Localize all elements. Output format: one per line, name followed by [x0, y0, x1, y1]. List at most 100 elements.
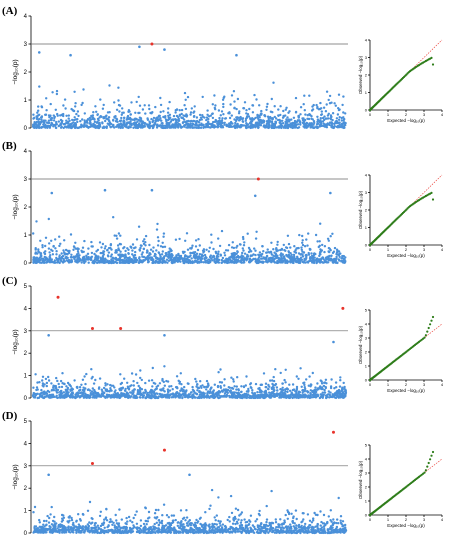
snp-point: [282, 114, 285, 118]
snp-point: [251, 389, 254, 392]
snp-point: [305, 378, 308, 381]
snp-point: [329, 386, 333, 390]
snp-point: [148, 126, 151, 129]
snp-point: [180, 108, 184, 112]
snp-point: [183, 261, 186, 264]
snp-point: [52, 388, 55, 391]
snp-point: [227, 125, 230, 128]
snp-point: [197, 255, 201, 258]
snp-point: [133, 246, 136, 250]
snp-point: [45, 384, 48, 388]
snp-point: [211, 259, 214, 262]
snp-point: [342, 95, 345, 98]
snp-point: [147, 254, 151, 257]
snp-point: [54, 108, 57, 112]
snp-point: [133, 394, 136, 397]
snp-point: [186, 95, 190, 99]
snp-point-suggestive: [69, 53, 72, 57]
snp-point: [288, 396, 292, 400]
snp-point: [171, 258, 175, 262]
snp-point: [108, 84, 111, 87]
snp-point: [181, 257, 184, 260]
snp-point: [308, 113, 311, 116]
snp-point: [162, 232, 166, 235]
snp-point: [75, 392, 78, 395]
snp-point: [96, 261, 99, 264]
y-tick-label: 0: [24, 261, 28, 267]
snp-point: [238, 243, 242, 246]
snp-point: [132, 126, 135, 129]
snp-point: [126, 381, 129, 384]
snp-point: [112, 396, 116, 399]
snp-point: [39, 239, 42, 242]
snp-point: [264, 382, 268, 385]
snp-point: [122, 121, 126, 125]
snp-point: [227, 386, 230, 389]
snp-point: [65, 119, 68, 122]
snp-point: [265, 120, 269, 123]
snp-point: [304, 261, 307, 264]
snp-point: [75, 259, 78, 262]
snp-point: [228, 111, 231, 114]
snp-point: [130, 101, 133, 104]
snp-points: [32, 430, 348, 535]
snp-point-suggestive: [138, 45, 141, 49]
snp-point: [80, 394, 83, 398]
snp-point: [325, 382, 328, 385]
snp-point: [140, 244, 143, 247]
snp-point: [334, 121, 338, 125]
snp-point: [303, 94, 306, 97]
qq-x-tick-label: 1: [387, 247, 390, 252]
qq-y-axis-label: Observed −log₁₀(p): [358, 55, 363, 94]
snp-point: [321, 257, 324, 260]
snp-point: [117, 248, 121, 252]
snp-point: [330, 121, 333, 124]
snp-point: [116, 392, 120, 395]
snp-point: [207, 396, 211, 399]
snp-point: [160, 122, 163, 125]
snp-point: [323, 381, 326, 384]
snp-point: [256, 113, 259, 117]
snp-point: [211, 123, 214, 126]
snp-point: [156, 384, 160, 387]
snp-point: [260, 254, 263, 258]
snp-point: [328, 254, 331, 258]
qq-x-tick-label: 0: [369, 247, 372, 252]
snp-point: [224, 249, 228, 252]
snp-point: [240, 385, 243, 388]
snp-point: [73, 379, 76, 382]
y-tick-label: 5: [24, 284, 28, 290]
snp-point: [50, 260, 54, 263]
snp-point: [303, 123, 306, 126]
snp-point: [184, 98, 187, 102]
snp-point: [238, 126, 242, 129]
snp-point: [83, 112, 87, 115]
snp-point: [148, 107, 151, 111]
snp-point: [212, 247, 215, 251]
snp-point: [320, 387, 323, 391]
snp-point: [95, 396, 98, 399]
snp-point: [299, 113, 302, 116]
snp-point: [228, 122, 231, 126]
snp-point: [214, 108, 217, 111]
snp-point: [335, 386, 338, 389]
snp-point: [96, 113, 100, 116]
snp-point: [141, 251, 144, 254]
snp-point: [311, 390, 314, 393]
snp-point: [284, 108, 287, 111]
snp-point: [95, 392, 99, 395]
snp-point: [129, 113, 132, 116]
snp-point: [68, 123, 71, 126]
snp-point: [272, 248, 275, 251]
qq-x-tick-label: 1: [387, 382, 390, 387]
snp-point: [241, 251, 244, 255]
snp-point: [137, 95, 140, 99]
snp-point: [250, 117, 254, 120]
snp-point: [104, 119, 107, 123]
snp-point: [124, 389, 127, 392]
snp-point: [185, 123, 188, 126]
snp-point: [50, 396, 53, 399]
snp-point: [326, 395, 329, 399]
snp-point: [135, 396, 139, 399]
